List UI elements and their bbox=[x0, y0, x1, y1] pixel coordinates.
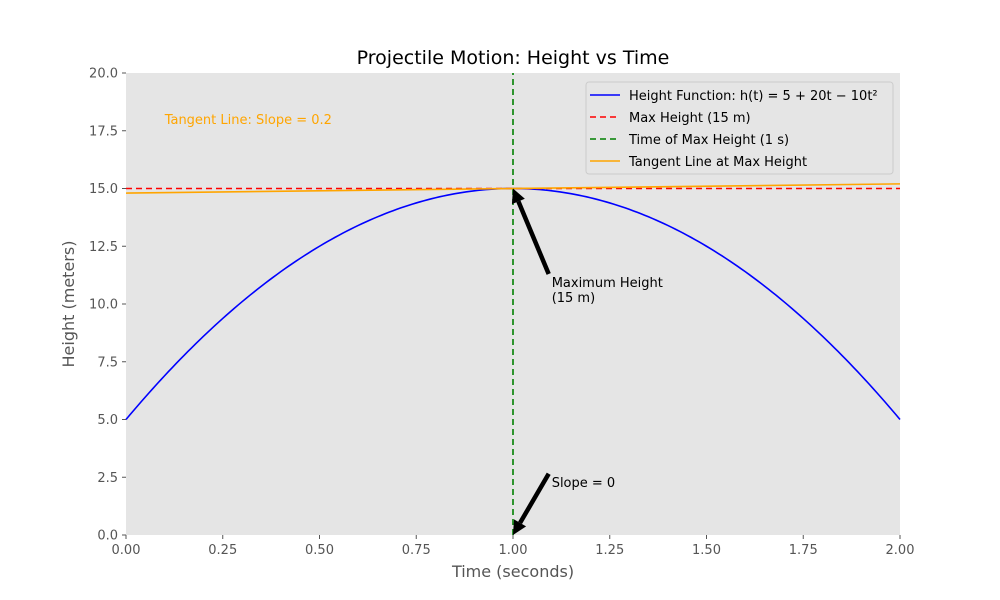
legend-entry-label: Max Height (15 m) bbox=[629, 111, 751, 126]
x-tick-label: 0.50 bbox=[305, 543, 334, 558]
chart-title: Projectile Motion: Height vs Time bbox=[357, 47, 670, 69]
y-axis-label: Height (meters) bbox=[59, 241, 78, 368]
y-tick-label: 20.0 bbox=[89, 67, 118, 82]
legend-entry-label: Tangent Line at Max Height bbox=[628, 155, 807, 170]
x-tick-label: 0.00 bbox=[112, 543, 141, 558]
x-tick-label: 1.25 bbox=[595, 543, 624, 558]
y-tick-label: 2.5 bbox=[97, 471, 118, 486]
x-tick-label: 1.50 bbox=[692, 543, 721, 558]
y-tick-label: 10.0 bbox=[89, 298, 118, 313]
y-tick-label: 12.5 bbox=[89, 240, 118, 255]
y-tick-label: 5.0 bbox=[97, 413, 118, 428]
legend bbox=[585, 81, 894, 175]
annotation-arrow-1 bbox=[511, 188, 551, 275]
x-tick-label: 2.00 bbox=[886, 543, 915, 558]
x-axis-label: Time (seconds) bbox=[451, 562, 574, 581]
y-tick-label: 7.5 bbox=[97, 355, 118, 370]
tangent-label: Tangent Line: Slope = 0.2 bbox=[164, 113, 332, 128]
annotation-text-2: Slope = 0 bbox=[552, 476, 616, 491]
x-tick-label: 0.75 bbox=[402, 543, 431, 558]
legend-entry-label: Time of Max Height (1 s) bbox=[628, 133, 789, 148]
y-tick-label: 0.0 bbox=[97, 529, 118, 544]
x-tick-label: 1.00 bbox=[499, 543, 528, 558]
annotation-arrow-2 bbox=[513, 472, 551, 535]
y-tick-label: 17.5 bbox=[89, 124, 118, 139]
y-tick-label: 15.0 bbox=[89, 182, 118, 197]
legend-entry-label: Height Function: h(t) = 5 + 20t − 10t² bbox=[629, 89, 878, 104]
x-tick-label: 1.75 bbox=[789, 543, 818, 558]
annotation-text-1: Maximum Height (15 m) bbox=[552, 276, 663, 306]
x-tick-label: 0.25 bbox=[208, 543, 237, 558]
